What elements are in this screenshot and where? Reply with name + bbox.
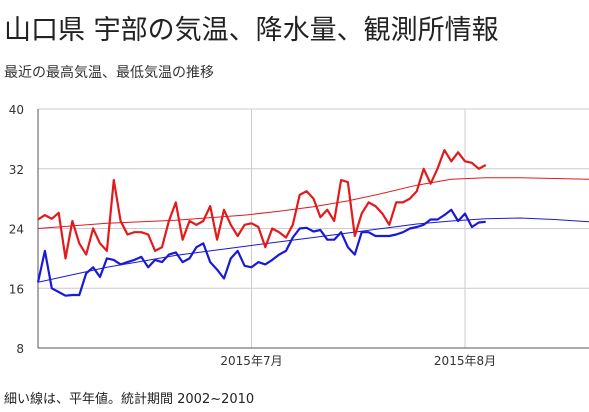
chart-subtitle: 最近の最高気温、最低気温の推移 <box>4 65 214 81</box>
x-tick-label: 2015年7月 <box>220 354 282 368</box>
y-tick-label: 32 <box>9 163 24 177</box>
y-tick-label: 24 <box>9 223 24 237</box>
y-tick-label: 40 <box>9 103 24 117</box>
low-normal-line <box>37 217 589 283</box>
high-normal-line <box>37 177 589 229</box>
y-tick-label: 8 <box>16 342 24 356</box>
chart-footnote: 細い線は、平年値。統計期間 2002~2010 <box>4 392 255 407</box>
x-tick-label: 2015年8月 <box>434 354 496 368</box>
page-title: 山口県 宇部の気温、降水量、観測所情報 <box>4 15 499 46</box>
normal-lines <box>37 177 589 283</box>
grid-layer <box>38 108 589 348</box>
tick-labels: 8 16 24 32 40 2015年7月 2015年8月 <box>9 103 496 368</box>
series-lines <box>36 149 487 297</box>
y-tick-label: 16 <box>9 282 24 296</box>
high-temp-line <box>37 149 487 260</box>
low-temp-line <box>36 208 486 297</box>
